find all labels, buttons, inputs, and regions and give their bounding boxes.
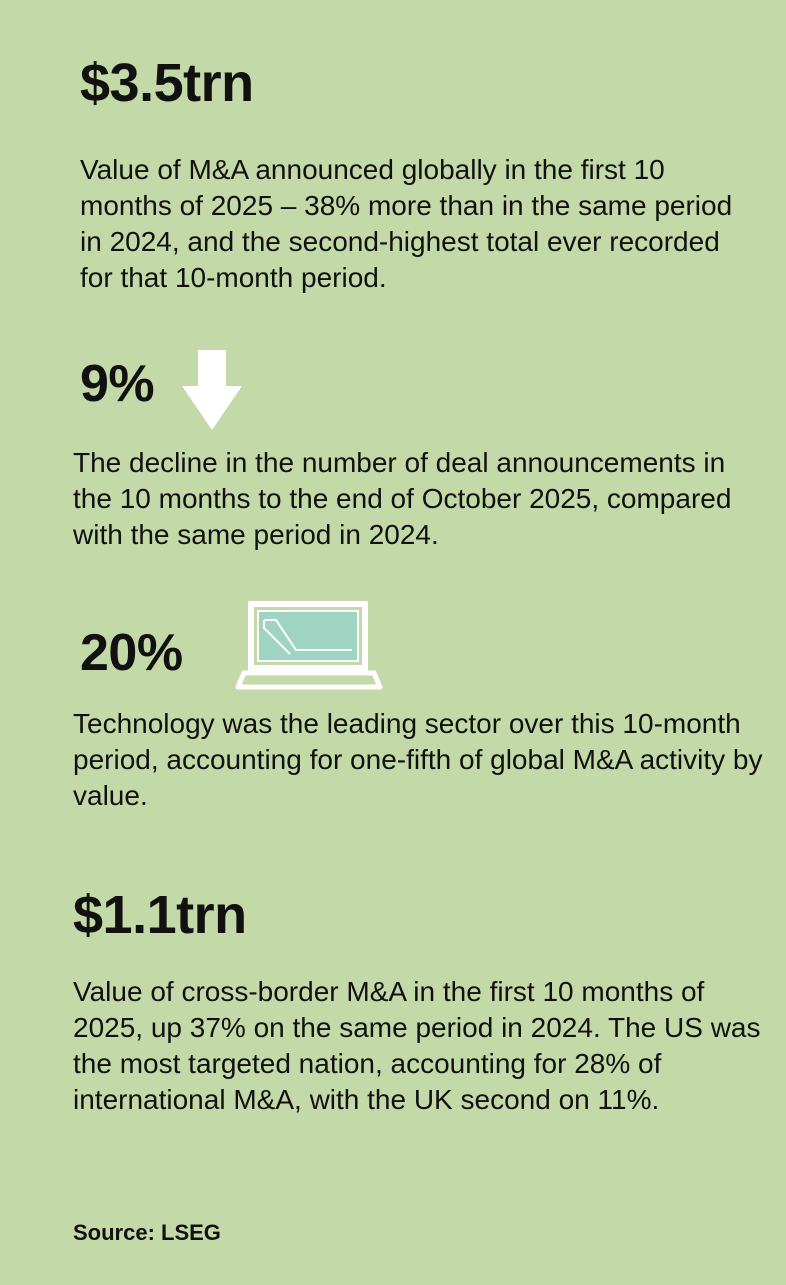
stat-description-value-ma: Value of M&A announced globally in the f… — [80, 154, 733, 293]
stat-figure-cross-border: $1.1trn — [73, 885, 247, 945]
stat-figure-value-ma: $3.5trn — [80, 53, 254, 113]
laptop-icon — [235, 601, 383, 690]
down-arrow-icon — [182, 350, 242, 430]
stat-figure-deal-decline: 9% — [80, 355, 155, 413]
stat-figure-technology-share: 20% — [80, 624, 183, 682]
stat-description-technology-share: Technology was the leading sector over t… — [73, 708, 763, 811]
stat-description-deal-decline: The decline in the number of deal announ… — [73, 447, 732, 550]
source-note: Source: LSEG — [73, 1220, 221, 1245]
stat-description-cross-border: Value of cross-border M&A in the first 1… — [73, 976, 761, 1115]
